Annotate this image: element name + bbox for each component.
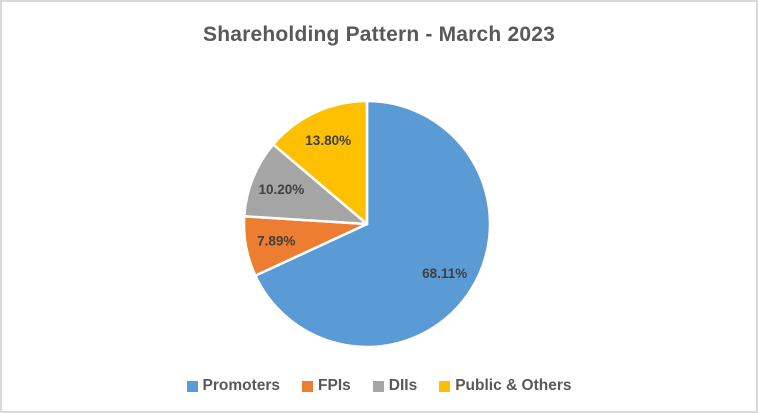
- legend-marker-icon: [302, 380, 314, 392]
- legend-label: FPIs: [318, 377, 351, 394]
- data-label: 13.80%: [305, 133, 351, 148]
- data-label: 68.11%: [422, 266, 467, 281]
- legend-item-public-others: Public & Others: [439, 377, 571, 395]
- data-label: 10.20%: [259, 182, 305, 197]
- legend-label: Promoters: [202, 377, 281, 394]
- legend: Promoters FPIs DIIs Public & Others: [2, 377, 756, 395]
- legend-item-promoters: Promoters: [186, 377, 281, 395]
- pie-slice-diis: [242, 143, 369, 226]
- legend-marker-icon: [186, 380, 198, 392]
- legend-item-diis: DIIs: [372, 377, 418, 395]
- legend-marker-icon: [439, 380, 451, 392]
- chart-title: Shareholding Pattern - March 2023: [202, 23, 556, 46]
- pie-slice-public-others: [271, 99, 369, 226]
- legend-label: Public & Others: [455, 377, 572, 394]
- legend-marker-icon: [372, 380, 384, 392]
- legend-item-fpis: FPIs: [302, 377, 351, 395]
- legend-label: DIIs: [388, 377, 418, 394]
- data-label: 7.89%: [257, 234, 295, 249]
- pie-slice-promoters: [254, 99, 492, 349]
